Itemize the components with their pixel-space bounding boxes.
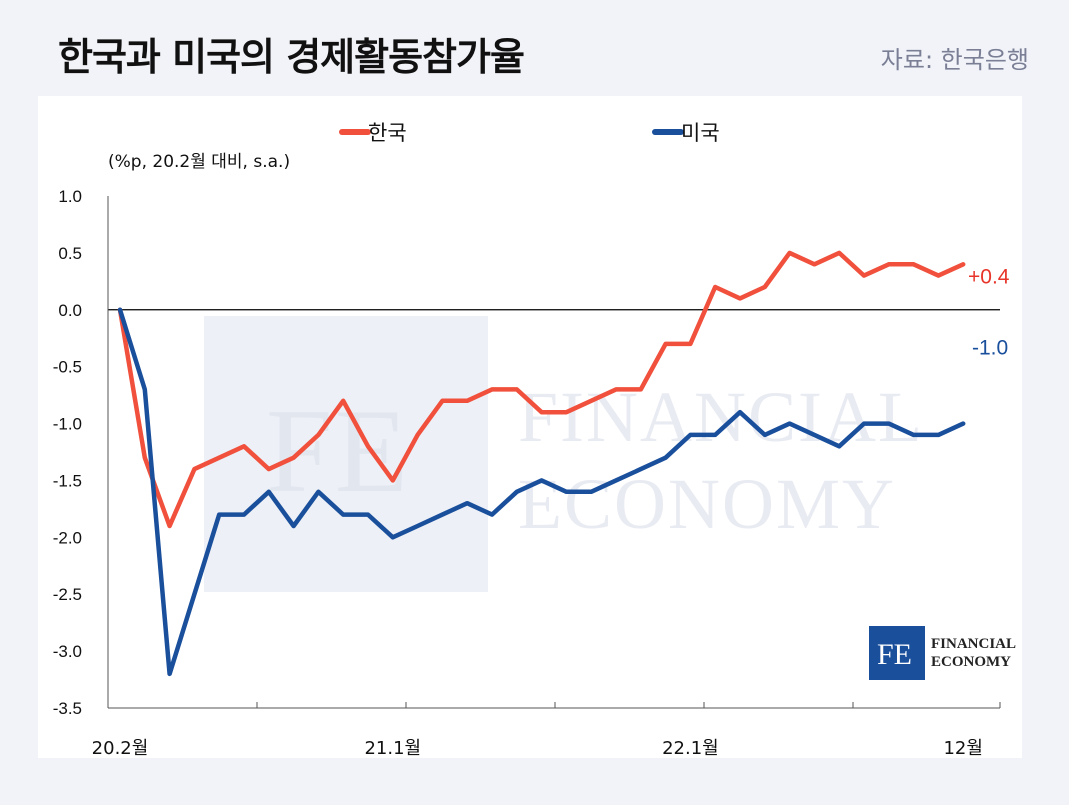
x-tick-label: 22.1월 — [662, 738, 719, 758]
y-tick-label: -1.5 — [53, 471, 82, 490]
y-tick-label: 0.0 — [58, 301, 82, 320]
logo-box — [869, 626, 925, 680]
series-layer — [117, 250, 966, 677]
y-tick-label: 0.5 — [58, 244, 82, 263]
x-axis: 20.2월 21.1월 22.1월 12월 — [92, 702, 1001, 758]
legend-label-us: 미국 — [681, 121, 720, 145]
series-line-korea — [117, 250, 966, 529]
watermark: FE FINANCIAL ECONOMY — [204, 316, 924, 592]
y-tick-label: -1.0 — [53, 415, 82, 434]
logo: FE FINANCIAL ECONOMY — [869, 626, 1016, 680]
chart-panel: FE FINANCIAL ECONOMY 한국 미국 (%p, 20.2월 대비… — [38, 96, 1022, 758]
end-label-us: -1.0 — [972, 337, 1008, 360]
line-chart: FE FINANCIAL ECONOMY 한국 미국 (%p, 20.2월 대비… — [53, 121, 1016, 758]
y-axis-ticks: 1.0 0.5 0.0 -0.5 -1.0 -1.5 -2.0 -2.5 -3.0 -3.5 — [53, 187, 82, 718]
logo-mark: FE — [877, 638, 912, 671]
x-tick-label: 20.2월 — [92, 738, 149, 758]
x-tick-label: 12월 — [943, 738, 982, 758]
watermark-line-1: FINANCIAL — [518, 377, 924, 457]
y-tick-label: -2.5 — [53, 585, 82, 604]
y-tick-label: 1.0 — [58, 187, 82, 206]
y-tick-label: -0.5 — [53, 358, 82, 377]
legend: 한국 미국 — [339, 121, 720, 145]
unit-label: (%p, 20.2월 대비, s.a.) — [108, 152, 290, 172]
legend-label-korea: 한국 — [368, 121, 407, 145]
logo-line-2: ECONOMY — [931, 654, 1011, 670]
logo-line-1: FINANCIAL — [931, 636, 1016, 652]
y-tick-label: -3.5 — [53, 699, 82, 718]
y-tick-label: -2.0 — [53, 528, 82, 547]
end-label-korea: +0.4 — [968, 265, 1010, 288]
source-label: 자료: 한국은행 — [880, 46, 1029, 74]
series-line-us — [117, 307, 966, 677]
x-tick-label: 21.1월 — [364, 738, 421, 758]
page-title: 한국과 미국의 경제활동참가율 — [58, 35, 525, 79]
watermark-mark: FE — [266, 384, 410, 517]
watermark-line-2: ECONOMY — [518, 464, 896, 544]
y-tick-label: -3.0 — [53, 642, 82, 661]
